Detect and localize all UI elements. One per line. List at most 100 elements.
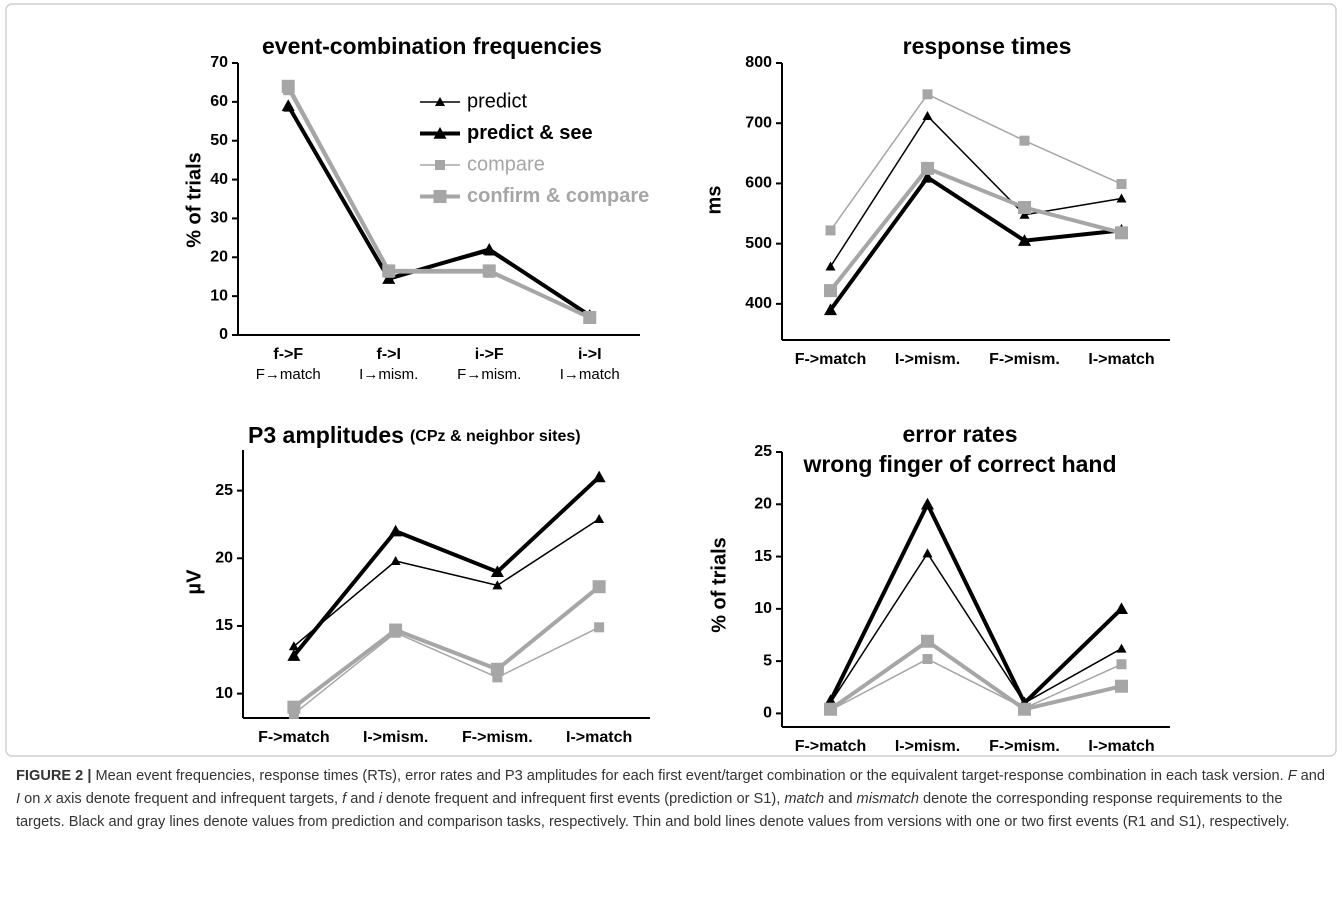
series-line — [286, 85, 591, 320]
y-tick-label: 40 — [210, 171, 228, 188]
marker — [287, 700, 301, 714]
y-axis-label: % of trials — [708, 537, 730, 633]
y-tick-label: 50 — [210, 132, 228, 149]
x-tick-label: I->match — [1088, 351, 1154, 368]
y-tick-label: 10 — [754, 600, 772, 617]
y-tick-label: 30 — [210, 210, 228, 227]
caption-text: axis denote frequent and infrequent targ… — [51, 791, 343, 807]
chart-title: P3 amplitudes (CPz & neighbor sites) — [248, 422, 581, 448]
caption-text: mismatch — [856, 791, 919, 807]
marker — [824, 284, 837, 298]
caption-text: i — [378, 791, 382, 807]
x-tick-label: F->mism. — [989, 351, 1060, 368]
y-tick-label: 0 — [219, 326, 228, 343]
x-tick-label: I->match — [1088, 738, 1154, 755]
y-axis-label: µV — [183, 569, 205, 595]
marker — [824, 702, 837, 716]
caption-text: and — [1296, 768, 1326, 784]
caption: FIGURE 2 | Mean event frequencies, respo… — [16, 765, 1328, 834]
marker — [1018, 234, 1031, 246]
y-tick-label: 25 — [215, 482, 233, 499]
y-tick-label: 400 — [745, 295, 772, 312]
marker — [1116, 643, 1127, 653]
marker — [382, 264, 396, 278]
series-line — [829, 639, 1122, 712]
caption-text: and — [346, 791, 379, 807]
x-tick-label: I->match — [566, 729, 632, 746]
marker — [583, 311, 597, 325]
marker — [492, 672, 503, 683]
x-tick-label: I->mism. — [895, 351, 960, 368]
marker — [1115, 602, 1128, 615]
y-tick-label: 10 — [210, 287, 228, 304]
x-tick-sublabel: I→mism. — [359, 366, 418, 383]
y-tick-label: 15 — [754, 548, 772, 565]
y-tick-label: 800 — [745, 54, 772, 71]
title-text: event-combination frequencies — [262, 33, 602, 59]
marker — [921, 161, 934, 175]
title-note: (CPz & neighbor sites) — [410, 428, 581, 445]
marker — [433, 127, 447, 139]
marker — [921, 170, 934, 183]
chart-title-line2: wrong finger of correct hand — [802, 451, 1116, 477]
y-tick-label: 10 — [215, 685, 233, 702]
caption-text: denote frequent and infrequent first eve… — [381, 791, 785, 807]
caption-text: Mean event frequencies, response times (… — [91, 768, 1288, 784]
marker — [1115, 226, 1128, 240]
y-tick-label: 600 — [745, 175, 772, 192]
caption-text: x — [44, 791, 52, 807]
x-tick-label: F->mism. — [989, 738, 1060, 755]
series-line — [829, 552, 1122, 704]
series-line — [292, 475, 601, 658]
legend-label: predict — [467, 90, 527, 112]
y-tick-label: 20 — [754, 496, 772, 513]
x-tick-label: f->I — [377, 346, 401, 363]
marker — [824, 303, 837, 316]
marker — [389, 623, 403, 637]
marker — [433, 190, 447, 203]
caption-text: F — [1287, 768, 1297, 784]
marker — [922, 654, 933, 665]
series-line — [828, 166, 1123, 292]
y-tick-label: 15 — [215, 617, 233, 634]
x-tick-label: F->mism. — [462, 729, 533, 746]
marker — [1019, 135, 1030, 146]
y-axis-label: % of trials — [183, 152, 205, 248]
marker — [594, 622, 605, 633]
marker — [281, 79, 295, 93]
caption-text: on — [20, 791, 45, 807]
marker — [1018, 201, 1031, 215]
marker — [482, 264, 496, 278]
series-line — [828, 175, 1122, 312]
series-line — [829, 115, 1122, 267]
y-tick-label: 700 — [745, 114, 772, 131]
caption-text: and — [824, 791, 857, 807]
marker — [390, 555, 401, 565]
marker — [482, 243, 496, 255]
marker — [1018, 702, 1031, 716]
marker — [1116, 193, 1127, 203]
marker — [921, 497, 934, 510]
marker — [288, 708, 299, 719]
series-line — [829, 93, 1122, 231]
chart-title: event-combination frequencies — [262, 33, 602, 59]
marker — [389, 524, 403, 537]
y-tick-label: 25 — [754, 443, 772, 460]
y-tick-label: 5 — [763, 652, 772, 669]
marker — [594, 514, 605, 524]
x-tick-label: I->mism. — [363, 729, 428, 746]
caption-text: f — [342, 791, 347, 807]
marker — [435, 160, 445, 170]
legend-label: predict & see — [467, 122, 593, 144]
chart-title: error rates — [902, 421, 1017, 447]
marker — [281, 99, 295, 111]
marker — [592, 470, 606, 483]
title-text: P3 amplitudes — [248, 422, 404, 448]
legend-label: confirm & compare — [467, 185, 649, 207]
series-line — [286, 104, 591, 318]
series-line — [293, 626, 600, 715]
legend-label: compare — [467, 153, 545, 175]
marker — [287, 649, 301, 661]
y-tick-label: 500 — [745, 235, 772, 252]
